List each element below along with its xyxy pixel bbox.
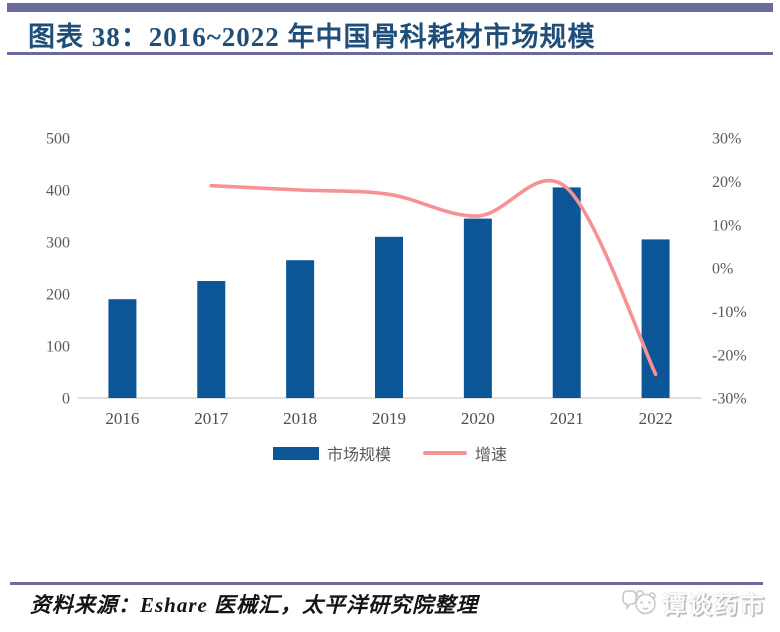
left-axis-tick: 400 <box>46 183 70 200</box>
x-axis-label-2020: 2020 <box>461 409 495 428</box>
bar-2017 <box>197 281 226 398</box>
bar-2018 <box>286 260 315 398</box>
footer-rule <box>10 582 763 585</box>
right-axis-tick: -10% <box>712 304 747 321</box>
right-axis-tick: 10% <box>712 217 741 234</box>
right-axis-tick: 0% <box>712 261 733 278</box>
legend-line-swatch <box>423 451 467 455</box>
x-axis-label-2019: 2019 <box>372 409 406 428</box>
left-axis-tick: 200 <box>46 287 70 304</box>
x-axis-label-2021: 2021 <box>550 409 584 428</box>
x-axis-label-2017: 2017 <box>194 409 229 428</box>
left-axis-tick: 500 <box>46 131 70 148</box>
right-axis-tick: 30% <box>712 131 741 148</box>
growth-line <box>209 178 658 376</box>
chart-legend: 市场规模 增速 <box>0 441 780 465</box>
bar-2016 <box>108 299 137 398</box>
bar-2019 <box>375 236 403 398</box>
right-axis-tick: 20% <box>712 174 741 191</box>
watermark-text: 谭谈药市 <box>662 592 766 619</box>
source-text: 资料来源：Eshare 医械汇，太平洋研究院整理 <box>30 593 479 617</box>
x-axis-label-2018: 2018 <box>283 409 317 428</box>
left-axis-tick: 300 <box>46 235 70 252</box>
x-axis-label-2022: 2022 <box>639 409 673 428</box>
legend-bar-swatch <box>272 446 319 460</box>
right-axis-tick: -30% <box>712 391 747 408</box>
bar-2021 <box>552 187 581 398</box>
bar-2020 <box>463 218 492 398</box>
watermark: 谭谈药市 <box>620 585 766 620</box>
panda-chat-logo-icon <box>622 589 656 614</box>
x-axis-label-2016: 2016 <box>105 409 139 428</box>
left-axis-tick: 100 <box>46 339 70 356</box>
legend-label-growth: 增速 <box>475 447 508 464</box>
title-top-border <box>7 3 773 12</box>
right-axis-tick: -20% <box>712 347 747 364</box>
figure-title: 图表 38：2016~2022 年中国骨科耗材市场规模 <box>28 22 596 52</box>
combo-chart-svg: 0 100 200 300 400 500 30% 20% 10% 0% -10% -20% -30% 2… <box>46 131 747 428</box>
legend-label-market-size: 市场规模 <box>326 447 391 464</box>
title-bottom-border <box>7 52 773 55</box>
left-axis-tick: 0 <box>62 391 70 408</box>
